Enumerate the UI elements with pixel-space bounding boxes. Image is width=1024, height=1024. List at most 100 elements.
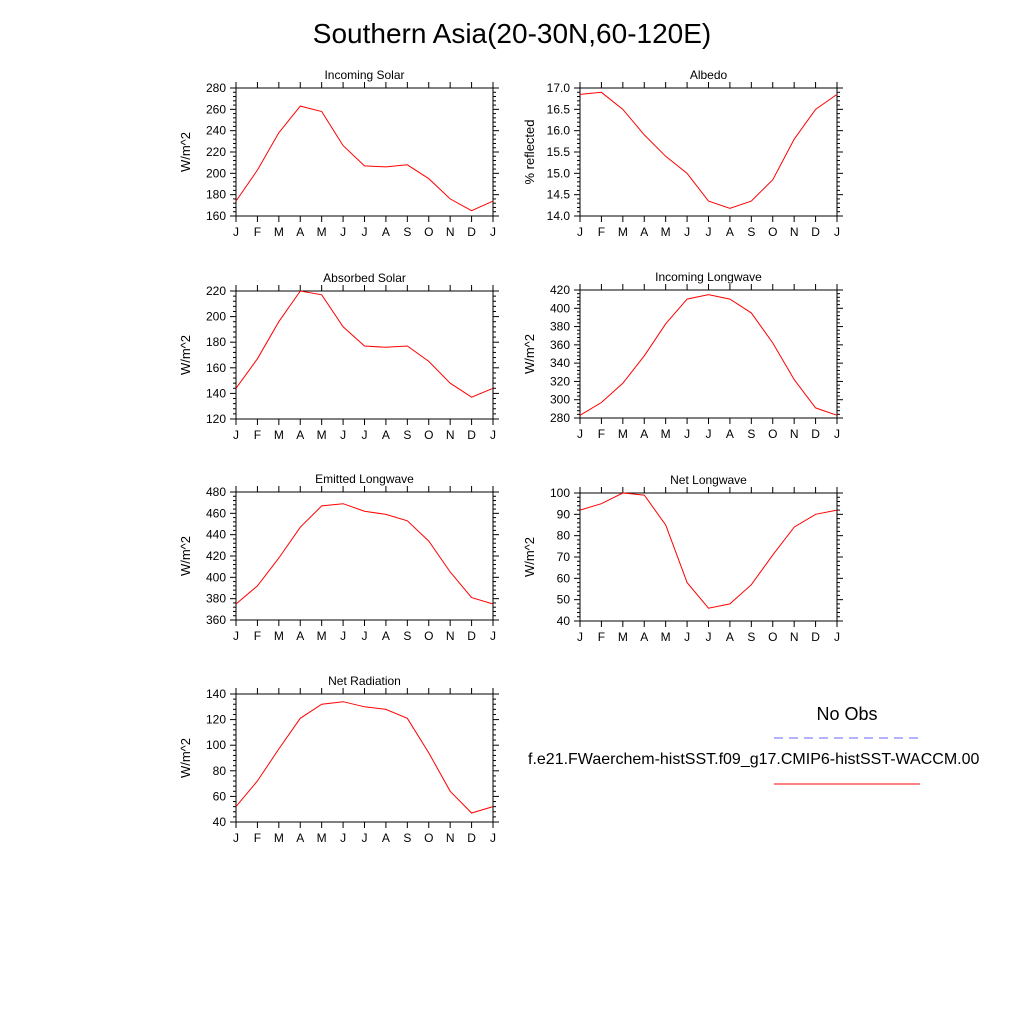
y-tick-label: 140 [206,386,226,400]
x-tick-label: J [340,428,346,442]
y-axis-label: W/m^2 [178,132,193,172]
panel-title: Incoming Longwave [655,270,762,284]
y-tick-label: 280 [550,411,570,425]
series-line [235,105,494,212]
y-tick-label: 60 [557,571,571,585]
x-tick-label: O [424,629,433,643]
x-tick-label: M [618,427,628,441]
x-tick-label: J [340,831,346,845]
x-tick-label: J [490,428,496,442]
plot-frame [579,492,838,622]
x-tick-label: M [317,225,327,239]
x-tick-label: F [254,225,261,239]
x-tick-label: A [382,428,390,442]
x-tick-label: D [467,225,476,239]
x-tick-label: N [446,225,455,239]
x-tick-label: J [490,831,496,845]
y-tick-label: 300 [550,393,570,407]
y-axis-label: W/m^2 [178,335,193,375]
y-tick-label: 40 [213,815,227,829]
x-tick-label: M [317,831,327,845]
plot-frame [235,87,494,217]
y-tick-label: 160 [206,209,226,223]
y-tick-label: 340 [550,356,570,370]
x-tick-label: M [661,630,671,644]
series-line [579,91,838,209]
y-tick-label: 120 [206,713,226,727]
x-tick-label: J [362,629,368,643]
y-axis-label: % reflected [522,119,537,184]
y-axis-label: W/m^2 [522,537,537,577]
y-tick-label: 260 [206,102,226,116]
x-tick-label: O [424,831,433,845]
y-tick-label: 40 [557,614,571,628]
x-tick-label: J [490,225,496,239]
panel-title: Incoming Solar [324,68,404,82]
x-tick-label: A [640,225,648,239]
y-tick-label: 70 [557,550,571,564]
x-tick-label: O [768,427,777,441]
y-tick-label: 220 [206,284,226,298]
y-tick-label: 320 [550,374,570,388]
panel-title: Emitted Longwave [315,472,414,486]
y-tick-label: 17.0 [547,81,571,95]
y-tick-label: 15.0 [547,166,571,180]
y-tick-label: 420 [206,549,226,563]
x-tick-label: N [790,630,799,644]
y-tick-label: 16.5 [547,102,571,116]
x-tick-label: N [446,831,455,845]
x-tick-label: F [598,630,605,644]
x-tick-label: M [274,831,284,845]
chart-panel-5: J F M A M J J A S O N D J360380400420440460480Emitte… [178,472,499,643]
y-tick-label: 240 [206,124,226,138]
legend-run-label: f.e21.FWaerchem-histSST.f09_g17.CMIP6-hi… [528,751,980,768]
plot-frame [579,87,838,217]
x-tick-label: J [233,428,239,442]
x-tick-label: M [274,225,284,239]
x-tick-label: J [834,630,840,644]
chart-panel-3: J F M A M J J A S O N D J120140160180200220Absorbed … [178,271,499,442]
x-tick-label: F [254,831,261,845]
x-tick-label: S [403,831,411,845]
x-tick-label: D [811,225,820,239]
x-tick-label: J [577,225,583,239]
x-tick-label: J [706,427,712,441]
x-tick-label: J [834,427,840,441]
x-tick-label: A [382,225,390,239]
x-tick-label: F [254,629,261,643]
chart-panel-1: J F M A M J J A S O N D J160180200220240260280Incomi… [178,68,499,239]
y-tick-label: 50 [557,593,571,607]
x-tick-label: O [768,225,777,239]
y-tick-label: 180 [206,335,226,349]
y-axis-label: W/m^2 [522,334,537,374]
x-tick-label: M [661,427,671,441]
y-tick-label: 400 [206,570,226,584]
x-tick-label: S [747,225,755,239]
x-tick-label: S [403,629,411,643]
y-tick-label: 380 [206,592,226,606]
x-tick-label: M [317,428,327,442]
series-line [579,294,838,416]
x-tick-label: A [296,428,304,442]
panel-title: Absorbed Solar [323,271,406,285]
y-tick-label: 440 [206,528,226,542]
y-tick-label: 80 [213,764,227,778]
y-tick-label: 14.5 [547,188,571,202]
y-tick-label: 360 [550,338,570,352]
y-tick-label: 80 [557,529,571,543]
x-tick-label: N [446,629,455,643]
y-tick-label: 380 [550,320,570,334]
x-tick-label: M [274,629,284,643]
x-tick-label: A [296,225,304,239]
y-tick-label: 100 [550,486,570,500]
x-tick-label: F [254,428,261,442]
plot-frame [579,289,838,419]
x-tick-label: M [618,225,628,239]
legend-no-obs-label: No Obs [816,704,878,724]
x-tick-label: J [362,428,368,442]
y-tick-label: 15.5 [547,145,571,159]
x-tick-label: D [811,427,820,441]
x-tick-label: J [490,629,496,643]
